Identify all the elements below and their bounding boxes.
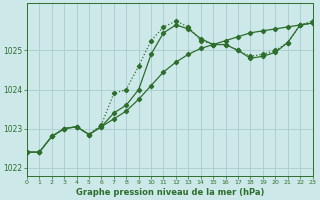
X-axis label: Graphe pression niveau de la mer (hPa): Graphe pression niveau de la mer (hPa) (76, 188, 264, 197)
